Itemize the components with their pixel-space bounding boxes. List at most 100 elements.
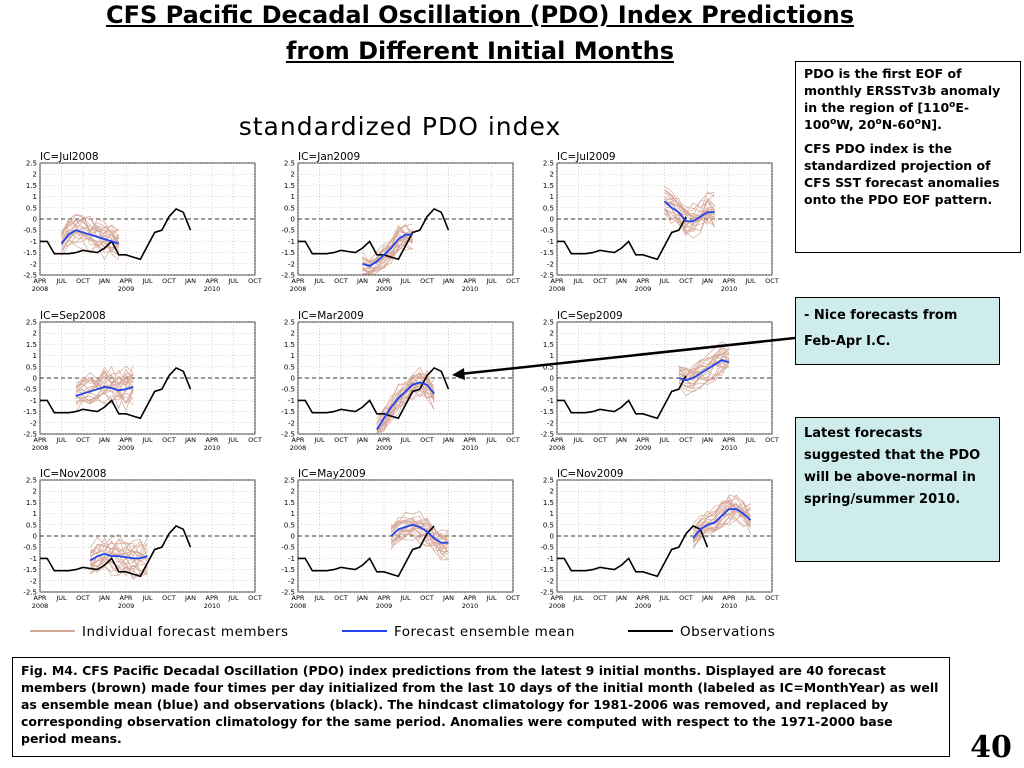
pdo-definition-box: PDO is the first EOF of monthly ERSSTv3b… [795,61,1021,253]
y-tick-label: 1 [550,510,554,518]
forecast-member-line [362,232,413,271]
x-tick-label: JUL [313,594,325,602]
forecast-member-line [692,494,751,530]
y-tick-label: 0 [33,375,37,383]
y-tick-label: 0.5 [26,363,37,371]
y-tick-label: -1.5 [540,249,554,257]
forecast-member-line [362,227,413,264]
x-tick-label: APR [34,436,47,444]
y-tick-label: 2 [33,330,37,338]
y-tick-label: 2 [550,488,554,496]
x-tick-label: JUL [55,594,67,602]
forecast-members [678,341,730,397]
year-label: 2009 [118,444,135,452]
year-label: 2010 [204,444,221,452]
year-label: 2010 [204,285,221,293]
x-tick-label: JUL [399,436,411,444]
observation-line [298,207,450,261]
y-tick-label: 1.5 [543,499,554,507]
forecast-member-line [362,232,413,272]
x-tick-label: JAN [356,436,368,444]
forecast-member-line [75,379,134,401]
year-label: 2008 [290,285,307,293]
year-label: 2008 [549,602,566,610]
x-tick-label: JAN [615,277,627,285]
y-tick-label: 1.5 [284,341,295,349]
forecast-members [390,510,449,561]
forecast-members [61,213,120,261]
x-tick-label: JAN [184,277,196,285]
x-tick-label: APR [120,594,133,602]
x-tick-label: JAN [701,594,713,602]
x-tick-label: OCT [76,594,90,602]
y-tick-label: -1.5 [281,249,295,257]
x-tick-label: OCT [593,436,607,444]
forecast-member-line [678,359,730,377]
forecast-member-line [89,538,148,558]
x-tick-label: OCT [679,277,693,285]
ensemble-mean-line [376,381,435,431]
forecast-member-line [376,381,435,434]
y-tick-label: -2 [547,577,554,585]
y-tick-label: 1.5 [26,182,37,190]
forecast-members [89,534,148,580]
x-tick-label: APR [378,594,391,602]
forecast-member-line [391,510,449,541]
panel-ic-label: IC=Jul2008 [40,151,99,163]
ensemble-mean-line [678,359,730,382]
x-tick-label: JUL [658,594,670,602]
y-tick-label: 0.5 [26,204,37,212]
forecast-member-line [75,374,134,394]
forecast-members [664,186,715,239]
ensemble-mean-line [89,552,148,562]
x-tick-label: APR [206,277,219,285]
y-tick-label: 0 [550,216,554,224]
y-tick-label: 1 [33,352,37,360]
x-tick-label: OCT [506,277,520,285]
forecast-member-line [362,235,413,275]
year-label: 2009 [635,602,652,610]
x-tick-label: APR [378,436,391,444]
forecast-member-line [664,209,715,229]
year-label: 2010 [721,285,738,293]
forecast-member-line [664,206,715,235]
y-tick-label: -2 [547,419,554,427]
y-tick-label: 0 [550,375,554,383]
x-tick-label: JAN [356,594,368,602]
y-tick-label: -1 [547,555,554,563]
x-tick-label: OCT [334,277,348,285]
x-tick-label: JAN [98,436,110,444]
y-tick-label: -1 [30,397,37,405]
year-label: 2008 [549,444,566,452]
x-tick-label: APR [637,436,650,444]
y-tick-label: -1 [30,555,37,563]
y-tick-label: 0.5 [284,521,295,529]
forecast-member-line [664,208,715,232]
x-tick-label: APR [34,594,47,602]
y-tick-label: 1 [550,352,554,360]
x-tick-label: APR [723,594,736,602]
y-tick-label: -2.5 [23,431,37,439]
y-tick-label: 2 [550,171,554,179]
y-tick-label: 1.5 [26,341,37,349]
year-label: 2009 [635,285,652,293]
y-tick-label: -2 [30,419,37,427]
y-tick-label: -2 [288,577,295,585]
y-tick-label: 0 [550,533,554,541]
year-label: 2009 [118,285,135,293]
y-tick-label: 0.5 [26,521,37,529]
y-tick-label: -0.5 [23,544,37,552]
forecast-member-line [61,226,120,252]
forecast-member-line [61,220,120,243]
year-label: 2009 [376,602,393,610]
x-tick-label: APR [120,277,133,285]
y-tick-label: -2.5 [23,272,37,280]
forecast-member-line [692,516,751,544]
forecast-member-line [89,547,148,565]
y-tick-label: -1 [288,238,295,246]
forecast-member-line [664,189,715,213]
nice-forecasts-box: - Nice forecasts from Feb-Apr I.C. [795,297,1000,365]
